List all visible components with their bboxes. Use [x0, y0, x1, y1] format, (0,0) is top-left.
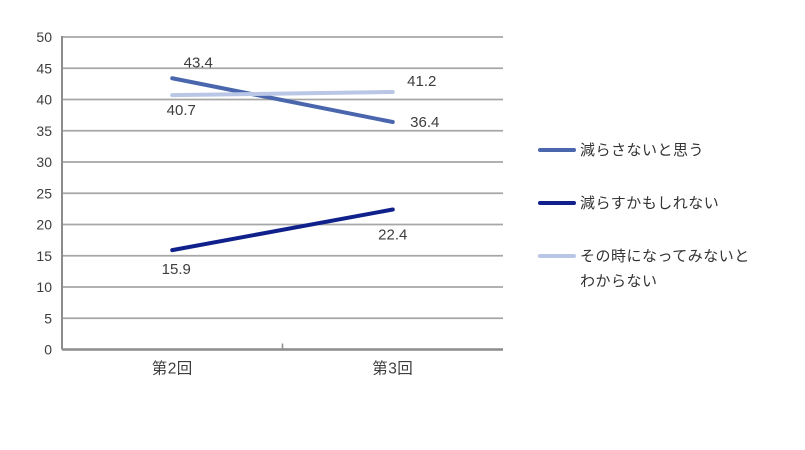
- legend-line-swatch-2: [538, 201, 576, 205]
- legend-item-3: その時になってみないと わからない: [538, 244, 788, 294]
- data-label: 22.4: [378, 227, 407, 244]
- legend-item-2: 減らすかもしれない: [538, 191, 788, 216]
- y-axis-tick-label: 25: [36, 185, 52, 201]
- legend-line-swatch-1: [538, 148, 576, 152]
- series-line-1: [170, 76, 395, 124]
- data-label: 40.7: [167, 102, 196, 119]
- y-axis-tick-label: 20: [36, 217, 52, 233]
- y-axis-tick-label: 40: [36, 92, 52, 108]
- x-axis-category-label: 第3回: [372, 360, 413, 378]
- legend-line-swatch-3: [538, 254, 576, 258]
- y-axis-tick-label: 30: [36, 154, 52, 170]
- series-line-3: [170, 90, 395, 98]
- data-label: 43.4: [184, 54, 213, 71]
- series-line-2: [170, 207, 395, 253]
- legend-label-1: 減らさないと思う: [580, 142, 705, 159]
- x-axis-category-label: 第2回: [152, 360, 193, 378]
- chart-legend: 減らさないと思う 減らすかもしれない その時になってみないと わからない: [538, 138, 788, 322]
- y-axis-tick-label: 45: [36, 60, 52, 76]
- y-axis-tick-label: 50: [36, 29, 52, 45]
- data-label: 36.4: [410, 114, 439, 131]
- data-label: 41.2: [407, 73, 436, 90]
- legend-label-2: 減らすかもしれない: [580, 195, 720, 212]
- y-axis-tick-label: 15: [36, 248, 52, 264]
- y-axis-tick-label: 0: [44, 342, 52, 358]
- y-axis-tick-label: 10: [36, 279, 52, 295]
- y-axis-tick-label: 35: [36, 123, 52, 139]
- legend-label-3: その時になってみないと わからない: [580, 248, 750, 290]
- legend-item-1: 減らさないと思う: [538, 138, 788, 163]
- data-label: 15.9: [162, 261, 191, 278]
- y-axis-tick-label: 5: [44, 310, 52, 326]
